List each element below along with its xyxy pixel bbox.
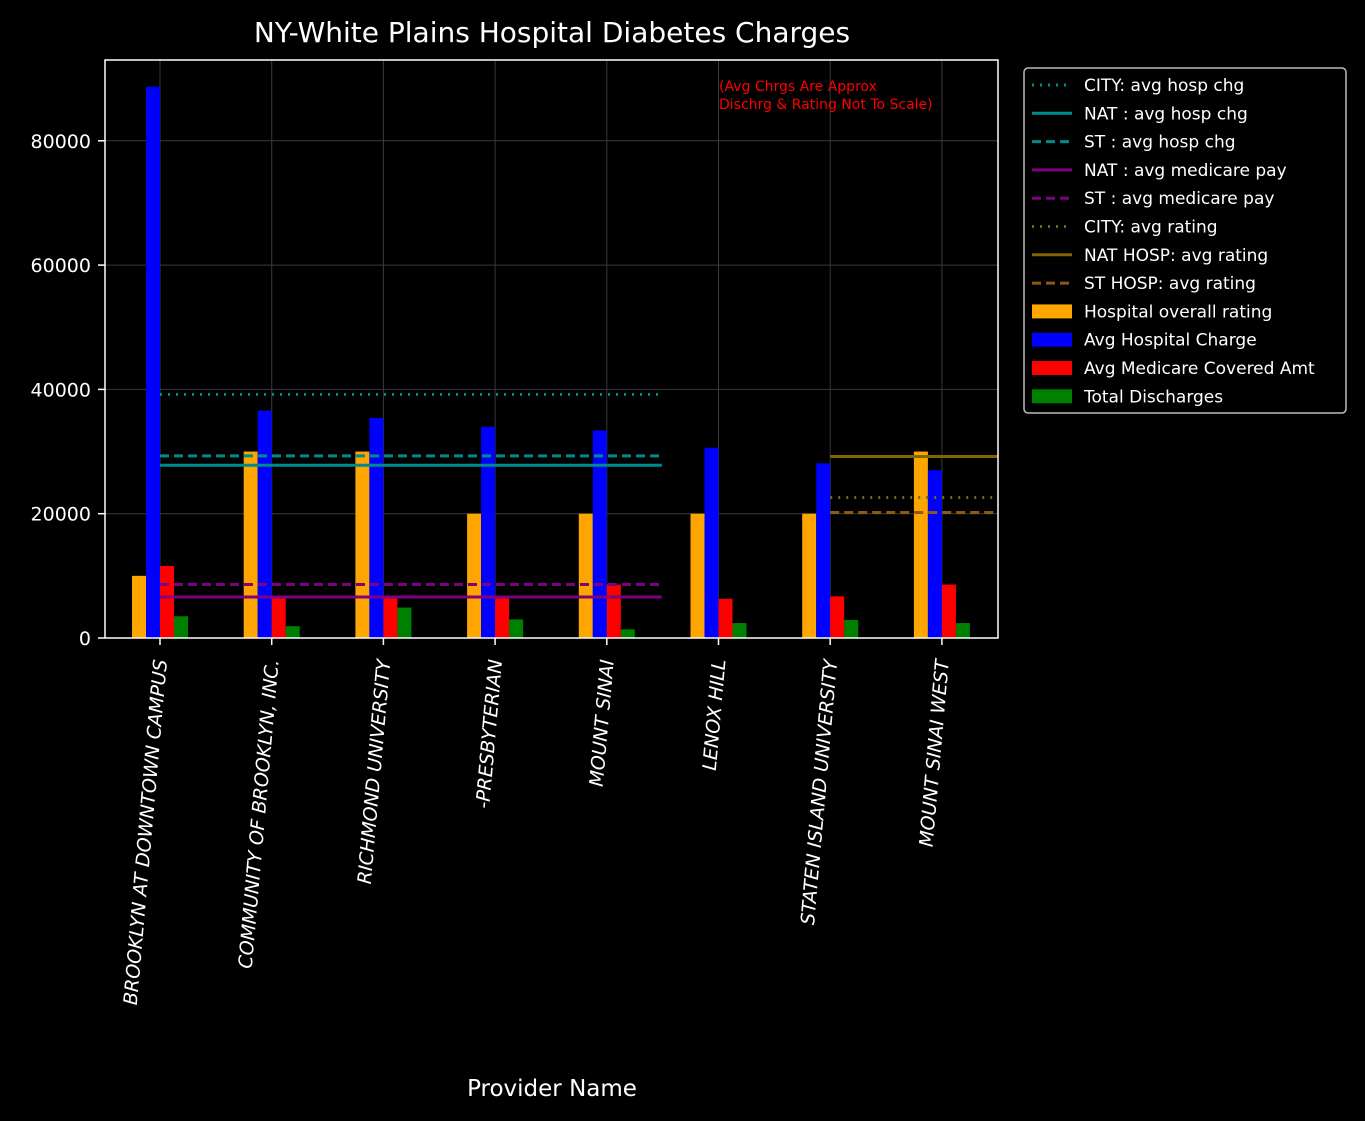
bar-1-6 <box>690 513 705 638</box>
legend-label: ST HOSP: avg rating <box>1084 274 1256 294</box>
bar-3-2 <box>271 597 286 638</box>
chart-title: NY-White Plains Hospital Diabetes Charge… <box>254 16 850 49</box>
bar-3-7 <box>830 596 845 638</box>
legend-label: NAT HOSP: avg rating <box>1084 246 1268 266</box>
bar-2-2 <box>257 410 272 638</box>
legend-label: CITY: avg rating <box>1084 218 1218 238</box>
legend-label: Avg Hospital Charge <box>1084 331 1257 351</box>
bar-4-8 <box>955 623 970 638</box>
legend-label: ST : avg medicare pay <box>1084 189 1274 209</box>
bar-3-8 <box>941 584 956 638</box>
legend-label: Avg Medicare Covered Amt <box>1084 359 1315 379</box>
legend-swatch <box>1032 361 1072 375</box>
y-tick-label: 20000 <box>31 504 91 526</box>
legend-label: ST : avg hosp chg <box>1084 133 1236 153</box>
annotation-line: Dischrg & Rating Not To Scale) <box>719 97 933 113</box>
y-tick-label: 40000 <box>31 379 91 401</box>
annotation-note: (Avg Chrgs Are Approx Dischrg & Rating N… <box>719 79 933 113</box>
bar-2-7 <box>816 463 831 638</box>
y-tick-label: 80000 <box>31 131 91 153</box>
bar-2-1 <box>146 86 160 638</box>
bar-3-5 <box>606 584 621 638</box>
legend-label: NAT : avg medicare pay <box>1084 161 1287 181</box>
bar-1-2 <box>243 451 258 638</box>
bar-1-5 <box>578 513 593 638</box>
y-tick-label: 0 <box>79 628 91 650</box>
bar-4-3 <box>397 607 412 638</box>
bar-2-3 <box>369 417 384 638</box>
bar-4-1 <box>174 616 188 638</box>
bar-4-6 <box>732 623 747 638</box>
legend-swatch <box>1032 304 1072 319</box>
legend-frame <box>1023 67 1347 414</box>
legend: CITY: avg hosp chg NAT : avg hosp chg ST :… <box>1023 67 1347 414</box>
bar-3-3 <box>383 597 398 638</box>
x-axis-label: Provider Name <box>467 1076 637 1102</box>
plot-frame <box>104 59 999 639</box>
legend-label: CITY: avg hosp chg <box>1084 76 1244 96</box>
legend-swatch <box>1032 389 1072 404</box>
bar-4-2 <box>285 626 300 638</box>
bar-3-1 <box>160 565 174 638</box>
y-tick-label: 60000 <box>31 255 91 277</box>
bar-4-4 <box>509 619 524 638</box>
legend-swatch <box>1032 332 1072 347</box>
bar-1-3 <box>355 451 370 638</box>
legend-label: Hospital overall rating <box>1084 302 1272 322</box>
bar-1-7 <box>802 513 817 638</box>
legend-label: Total Discharges <box>1083 387 1223 407</box>
bar-3-6 <box>718 598 733 638</box>
bar-2-6 <box>704 447 719 638</box>
bar-2-8 <box>927 470 942 638</box>
bar-4-7 <box>844 619 859 638</box>
annotation-line: (Avg Chrgs Are Approx <box>719 79 877 95</box>
bar-1-4 <box>467 513 482 638</box>
bar-1-1 <box>132 575 146 638</box>
bar-1-8 <box>913 451 928 638</box>
legend-label: NAT : avg hosp chg <box>1084 104 1248 124</box>
bar-2-5 <box>592 430 607 638</box>
bar-2-4 <box>481 426 496 638</box>
bar-4-5 <box>620 629 635 638</box>
bar-3-4 <box>495 596 510 638</box>
